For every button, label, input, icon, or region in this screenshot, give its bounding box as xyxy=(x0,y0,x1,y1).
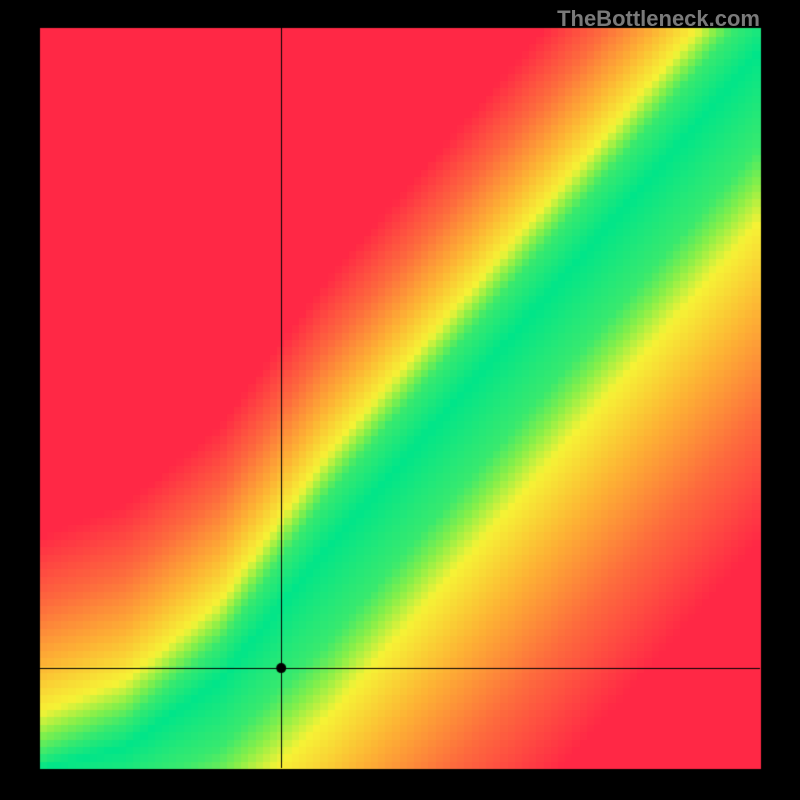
bottleneck-heatmap xyxy=(0,0,800,800)
watermark-text: TheBottleneck.com xyxy=(557,6,760,32)
chart-container: TheBottleneck.com xyxy=(0,0,800,800)
